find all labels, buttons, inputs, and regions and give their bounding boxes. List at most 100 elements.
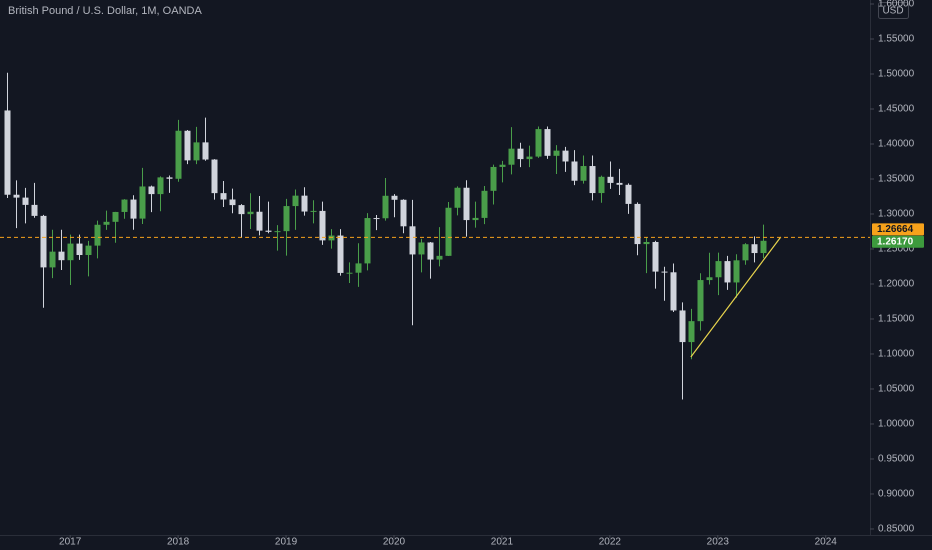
- candle-body: [148, 186, 155, 195]
- candle-body: [247, 211, 254, 215]
- y-tick-label: 1.60000: [878, 0, 915, 10]
- y-tick-label: 1.05000: [878, 384, 915, 395]
- candle-body: [4, 110, 11, 195]
- candle-body: [238, 205, 245, 215]
- candle-body: [697, 280, 704, 322]
- candle-body: [337, 235, 344, 273]
- x-tick-label: 2018: [167, 537, 190, 548]
- candle-body: [625, 184, 632, 204]
- candle-body: [418, 242, 425, 255]
- candle-body: [760, 240, 767, 254]
- y-tick-label: 1.55000: [878, 34, 915, 45]
- candle-body: [742, 244, 749, 261]
- candle-body: [643, 241, 650, 245]
- candle-body: [283, 206, 290, 232]
- candle-body: [211, 159, 218, 194]
- candle-body: [490, 166, 497, 191]
- candle-body: [526, 156, 533, 160]
- candle-body: [409, 226, 416, 255]
- candle-body: [319, 210, 326, 241]
- candle-body: [220, 193, 227, 200]
- x-tick-label: 2019: [275, 537, 298, 548]
- candle-body: [229, 199, 236, 206]
- candle-body: [292, 195, 299, 207]
- candle-body: [661, 271, 668, 273]
- candle-body: [400, 199, 407, 227]
- candle-body: [517, 148, 524, 160]
- candle-body: [373, 218, 380, 220]
- y-tick-label: 1.40000: [878, 139, 915, 150]
- x-tick-label: 2024: [815, 537, 838, 548]
- candle-body: [652, 241, 659, 272]
- candle-body: [265, 230, 272, 232]
- y-tick-label: 1.30000: [878, 209, 915, 220]
- x-tick-label: 2022: [599, 537, 622, 548]
- candle-body: [580, 166, 587, 181]
- candle-body: [724, 261, 731, 283]
- candle-body: [139, 186, 146, 219]
- x-tick-label: 2023: [707, 537, 730, 548]
- y-tick-label: 1.00000: [878, 419, 915, 430]
- y-tick-label: 0.95000: [878, 454, 915, 465]
- candle-body: [40, 215, 47, 268]
- candle-body: [364, 218, 371, 264]
- candle-body: [616, 182, 623, 185]
- candle-body: [634, 203, 641, 245]
- y-tick-label: 1.45000: [878, 104, 915, 115]
- candle-body: [598, 176, 605, 194]
- y-tick-label: 1.50000: [878, 69, 915, 80]
- chart-title: British Pound / U.S. Dollar, 1M, OANDA: [8, 5, 202, 17]
- candle-body: [562, 150, 569, 162]
- candle-body: [481, 190, 488, 218]
- candle-body: [76, 243, 83, 256]
- candle-body: [157, 177, 164, 195]
- currency-box[interactable]: [878, 2, 909, 19]
- candle-body: [58, 251, 65, 261]
- candle-body: [67, 243, 74, 261]
- last-price-box: [872, 235, 924, 248]
- candle-body: [427, 242, 434, 260]
- candle-body: [553, 150, 560, 156]
- candle-body: [103, 221, 110, 225]
- y-tick-label: 1.10000: [878, 349, 915, 360]
- y-tick-label: 1.35000: [878, 174, 915, 185]
- y-tick-label: 1.25000: [878, 244, 915, 255]
- trend-line: [690, 236, 782, 358]
- candle-body: [382, 195, 389, 219]
- candle-body: [346, 272, 353, 274]
- candle-body: [472, 217, 479, 221]
- candle-body: [571, 161, 578, 181]
- candle-body: [733, 260, 740, 283]
- x-tick-label: 2021: [491, 537, 514, 548]
- candle-body: [445, 207, 452, 256]
- candle-body: [499, 164, 506, 167]
- candle-body: [355, 263, 362, 273]
- y-tick-label: 0.85000: [878, 524, 915, 535]
- candle-body: [706, 277, 713, 281]
- candle-body: [202, 142, 209, 160]
- candle-body: [301, 195, 308, 212]
- candle-body: [49, 251, 56, 268]
- candle-body: [31, 204, 38, 216]
- x-tick-label: 2017: [59, 537, 82, 548]
- candle-body: [535, 129, 542, 157]
- candle-body: [328, 235, 335, 241]
- candle-body: [121, 199, 128, 212]
- currency-label[interactable]: USD: [882, 6, 903, 17]
- candle-body: [85, 245, 92, 256]
- candle-body: [193, 142, 200, 161]
- y-tick-label: 1.15000: [878, 314, 915, 325]
- candle-body: [436, 255, 443, 260]
- candle-body: [184, 130, 191, 161]
- candle-body: [166, 177, 173, 179]
- x-tick-label: 2020: [383, 537, 406, 548]
- candle-body: [508, 148, 515, 165]
- candle-body: [310, 210, 317, 212]
- candle-body: [715, 261, 722, 278]
- reference-price-box: [872, 223, 924, 236]
- candle-body: [679, 310, 686, 343]
- y-tick-label: 1.20000: [878, 279, 915, 290]
- y-tick-label: 0.90000: [878, 489, 915, 500]
